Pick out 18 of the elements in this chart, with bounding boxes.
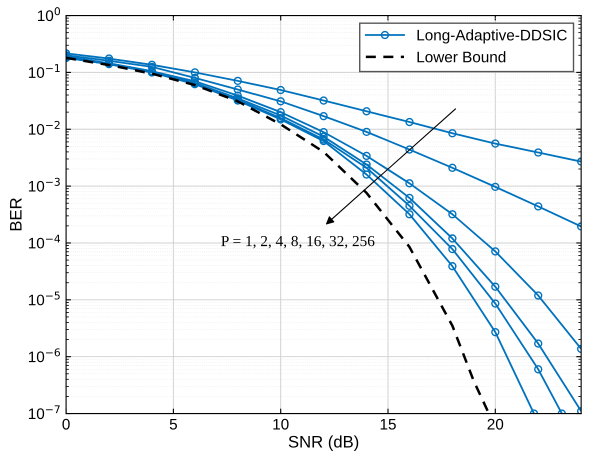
- x-axis-title: SNR (dB): [288, 435, 358, 451]
- annotation: P = 1, 2, 4, 8, 16, 32, 256: [221, 236, 374, 248]
- x-tick-label: 10: [273, 418, 289, 430]
- y-tick-label: 10$^{−5}$: [28, 292, 60, 306]
- y-tick-label: 10$^{−4}$: [28, 234, 60, 249]
- legend-label: Long-Adaptive-DDSIC: [418, 29, 567, 44]
- x-tick-label: 20: [488, 418, 504, 430]
- y-tick-label: 10$^{−6}$: [28, 348, 60, 362]
- y-axis-title: BER: [10, 198, 22, 230]
- legend-label: Lower Bound: [418, 51, 506, 62]
- y-tick-label: 10$^{−2}$: [28, 120, 60, 135]
- y-tick-label: 10$^{0}$: [38, 7, 60, 22]
- x-tick-label: 0: [62, 418, 70, 430]
- y-tick-label: 10$^{−3}$: [28, 178, 60, 192]
- x-tick-label: 5: [170, 418, 177, 430]
- y-tick-label: 10$^{−1}$: [28, 64, 60, 78]
- y-tick-label: 10$^{−7}$: [28, 405, 60, 420]
- x-tick-label: 15: [380, 418, 396, 430]
